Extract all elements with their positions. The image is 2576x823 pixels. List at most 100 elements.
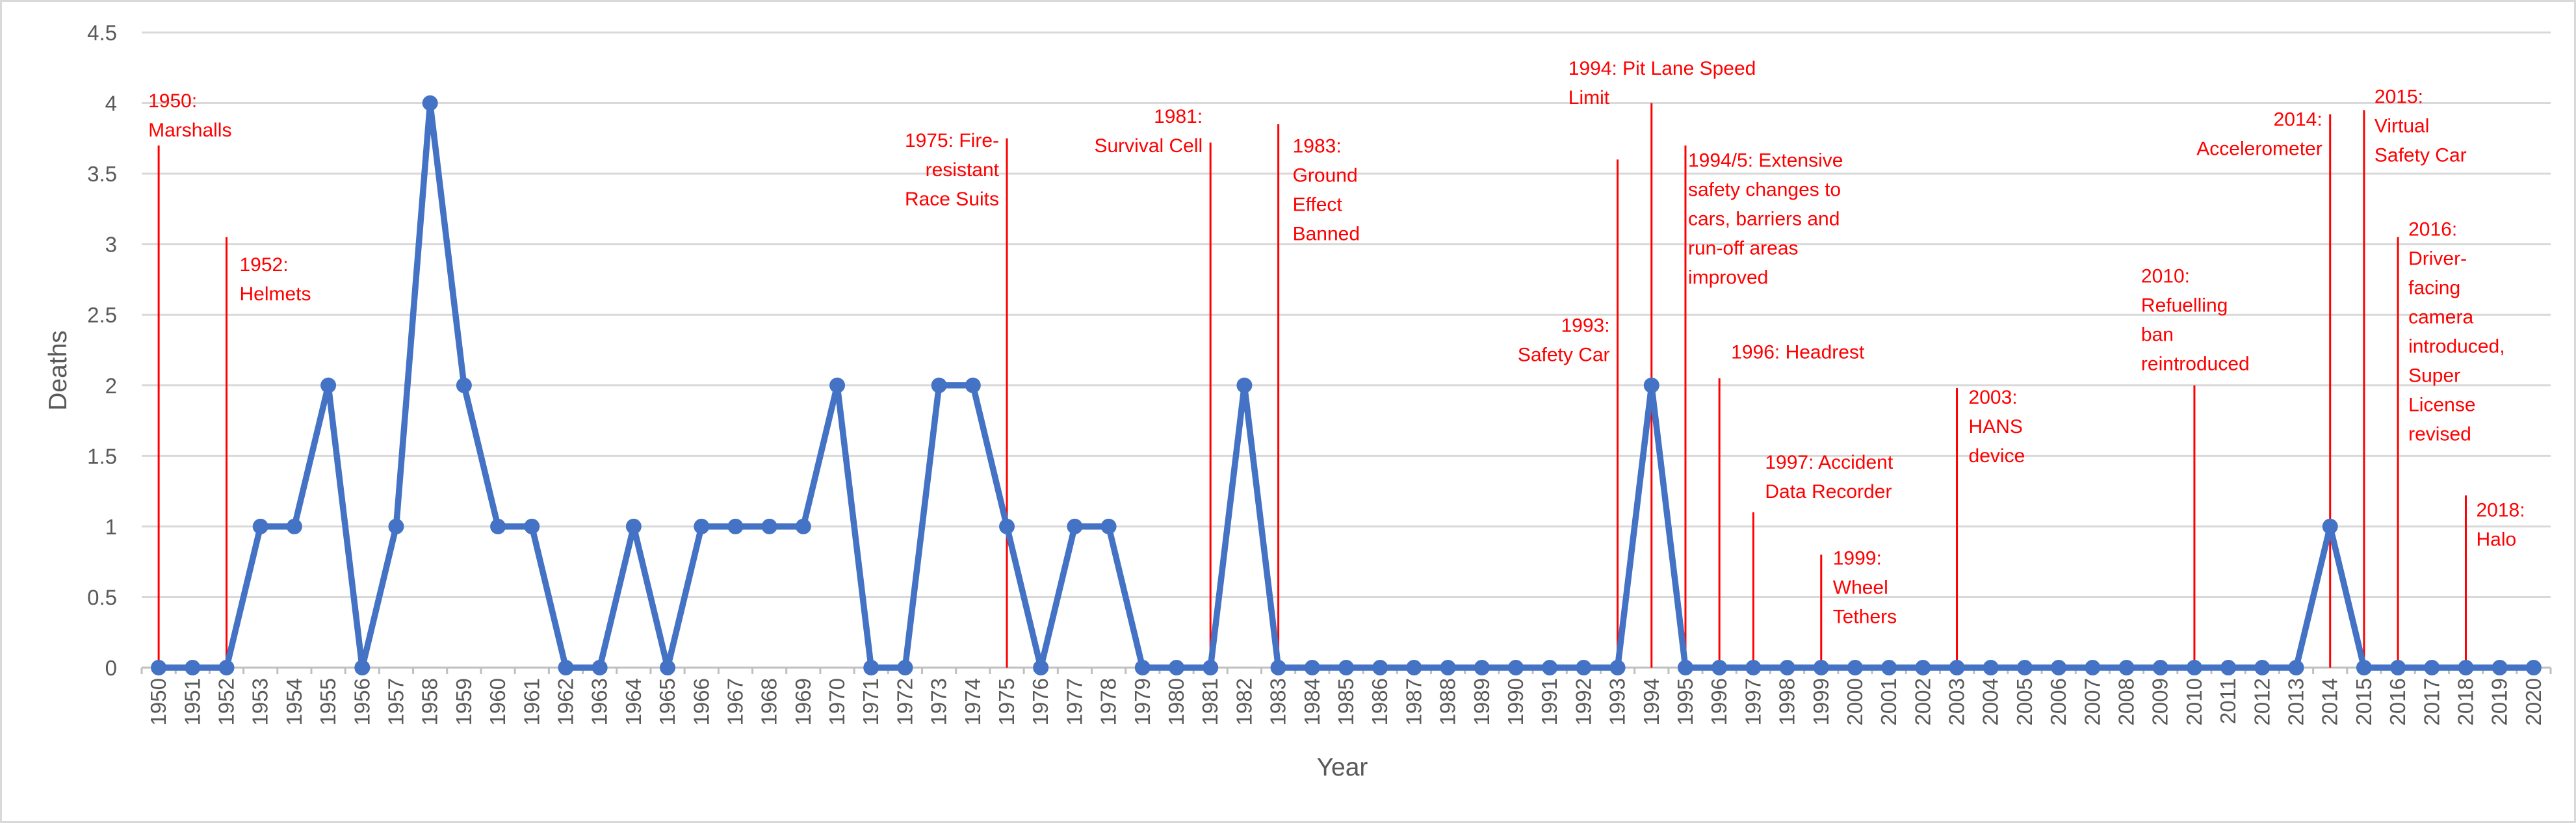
annotation-text: facing bbox=[2408, 278, 2460, 299]
annotation-leader-lines bbox=[157, 103, 2467, 668]
x-tick-label: 1988 bbox=[1436, 678, 1460, 725]
annotation-text: 2010: bbox=[2141, 265, 2190, 287]
data-point-1977 bbox=[1067, 518, 1083, 534]
annotation-text: Race Suits bbox=[905, 189, 999, 210]
data-point-2000 bbox=[1847, 660, 1863, 675]
x-tick-label: 1967 bbox=[723, 678, 747, 725]
data-point-2011 bbox=[2220, 660, 2237, 675]
x-tick-label: 1972 bbox=[892, 678, 917, 725]
data-point-2012 bbox=[2254, 660, 2270, 675]
annotation-text: 2015: bbox=[2374, 86, 2423, 108]
x-tick-label: 2006 bbox=[2046, 678, 2070, 725]
data-point-1958 bbox=[422, 95, 438, 111]
annotation-text: 1997: Accident bbox=[1765, 452, 1893, 473]
annotation-text: device bbox=[1969, 445, 2025, 467]
data-point-1979 bbox=[1134, 660, 1151, 675]
x-tick-label: 1960 bbox=[486, 678, 510, 725]
annotation-text: Safety Car bbox=[1518, 344, 1610, 365]
data-point-1952 bbox=[218, 660, 235, 675]
x-tick-label: 1998 bbox=[1775, 678, 1799, 725]
annotation-text: cars, barriers and bbox=[1688, 208, 1840, 229]
data-point-1963 bbox=[592, 660, 608, 675]
annotation-2014: 2014: Accelerometer bbox=[2196, 109, 2322, 159]
data-point-1956 bbox=[354, 660, 371, 675]
data-point-2005 bbox=[2016, 660, 2033, 675]
x-tick-label: 1995 bbox=[1673, 678, 1697, 725]
y-tick-label: 4 bbox=[105, 92, 117, 116]
x-tick-label: 2010 bbox=[2182, 678, 2206, 725]
x-tick-label: 1965 bbox=[655, 678, 679, 725]
data-point-2016 bbox=[2390, 660, 2406, 675]
x-tick-label: 2009 bbox=[2148, 678, 2172, 725]
annotation-text: Marshalls bbox=[148, 120, 231, 141]
annotation-1952: 1952: Helmets bbox=[239, 254, 311, 305]
annotation-2016: 2016: Driver-facing camera introduced, Super… bbox=[2408, 219, 2504, 445]
x-tick-label: 1992 bbox=[1571, 678, 1595, 725]
y-tick-label: 4.5 bbox=[87, 21, 117, 45]
data-point-1953 bbox=[252, 518, 268, 534]
x-tick-label: 1950 bbox=[146, 678, 170, 725]
data-point-1978 bbox=[1100, 518, 1117, 534]
annotation-text: revised bbox=[2408, 424, 2471, 445]
x-tick-label: 1964 bbox=[621, 678, 645, 725]
annotation-text: Helmets bbox=[239, 283, 311, 305]
data-point-1992 bbox=[1576, 660, 1592, 675]
annotation-text: 2018: bbox=[2477, 500, 2525, 521]
x-tick-label: 1989 bbox=[1470, 678, 1494, 725]
annotation-1995: 1994/5: Extensive safety changes to cars, … bbox=[1688, 150, 1843, 288]
y-tick-label: 2 bbox=[105, 374, 117, 398]
x-tick-label: 1978 bbox=[1097, 678, 1121, 725]
annotation-1950: 1950: Marshalls bbox=[148, 90, 231, 141]
annotation-2003: 2003: HANS device bbox=[1969, 387, 2025, 467]
x-tick-label: 1962 bbox=[553, 678, 577, 725]
y-axis-title: Deaths bbox=[44, 330, 72, 411]
x-tick-label: 1997 bbox=[1741, 678, 1765, 725]
annotation-text: 1994: Pit Lane Speed bbox=[1568, 58, 1756, 79]
annotation-text: 2016: bbox=[2408, 219, 2457, 241]
x-tick-label: 2005 bbox=[2012, 678, 2036, 725]
annotation-2015: 2015: Virtual Safety Car bbox=[2374, 86, 2467, 166]
data-point-1988 bbox=[1440, 660, 1456, 675]
x-tick-label: 1954 bbox=[282, 678, 306, 725]
annotation-labels: 1950: Marshalls 1952: Helmets 1975: Fire-res… bbox=[148, 58, 2525, 627]
x-tick-label: 2012 bbox=[2250, 678, 2274, 725]
annotation-text: 1950: bbox=[148, 90, 197, 112]
annotation-text: Virtual bbox=[2374, 116, 2430, 137]
deaths-series bbox=[151, 95, 2542, 675]
x-tick-label: 1966 bbox=[689, 678, 713, 725]
x-tick-label: 1999 bbox=[1809, 678, 1833, 725]
data-point-1964 bbox=[625, 518, 642, 534]
annotation-1983: 1983: Ground Effect Banned bbox=[1293, 136, 1360, 245]
data-point-2003 bbox=[1949, 660, 1965, 675]
x-tick-label: 1959 bbox=[452, 678, 476, 725]
x-tick-label: 1977 bbox=[1062, 678, 1086, 725]
annotation-text: Effect bbox=[1293, 194, 1343, 216]
x-tick-label: 1980 bbox=[1164, 678, 1188, 725]
x-tick-label: 1974 bbox=[961, 678, 985, 725]
annotation-2018: 2018: Halo bbox=[2477, 500, 2525, 551]
x-tick-label: 1987 bbox=[1401, 678, 1425, 725]
annotation-text: camera bbox=[2408, 307, 2473, 328]
annotation-1999: 1999: Wheel Tethers bbox=[1833, 548, 1897, 628]
annotation-text: Survival Cell bbox=[1094, 135, 1203, 157]
annotation-text: Banned bbox=[1293, 224, 1360, 245]
data-point-1991 bbox=[1542, 660, 1558, 675]
data-point-1976 bbox=[1033, 660, 1049, 675]
data-point-2008 bbox=[2118, 660, 2135, 675]
annotation-text: ban bbox=[2141, 324, 2174, 345]
annotation-text: Super bbox=[2408, 365, 2460, 387]
annotation-text: 1996: Headrest bbox=[1731, 342, 1865, 363]
x-tick-label: 2011 bbox=[2216, 678, 2240, 724]
data-point-1960 bbox=[490, 518, 506, 534]
x-tick-label: 1996 bbox=[1707, 678, 1731, 725]
data-point-1969 bbox=[795, 518, 811, 534]
annotation-text: 1983: bbox=[1293, 136, 1342, 157]
y-tick-label: 3 bbox=[105, 233, 117, 257]
annotation-text: Limit bbox=[1568, 87, 1610, 109]
x-tick-label: 1973 bbox=[927, 678, 951, 725]
y-tick-label: 3.5 bbox=[87, 162, 117, 186]
data-point-2002 bbox=[1915, 660, 1931, 675]
annotation-text: Accelerometer bbox=[2196, 138, 2322, 159]
annotation-text: Data Recorder bbox=[1765, 481, 1892, 503]
